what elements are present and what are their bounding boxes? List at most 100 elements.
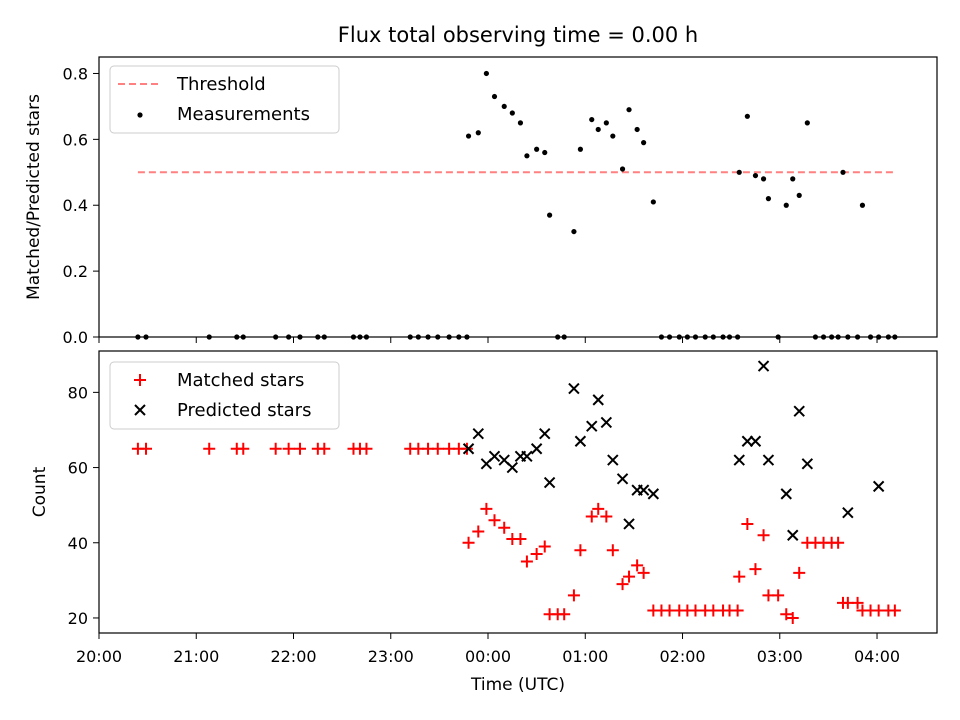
predicted-stars-point: [757, 360, 770, 372]
measurement-point: [796, 192, 802, 198]
predicted-stars-point: [586, 420, 598, 432]
predicted-stars-point: [623, 518, 635, 530]
matched-stars-point: [293, 442, 306, 455]
measurement-point: [804, 120, 810, 126]
ratio-y-tick-label: 0.4: [63, 196, 88, 215]
measurement-point: [610, 133, 616, 139]
matched-stars-point: [520, 555, 533, 568]
measurement-point: [483, 70, 489, 77]
legend-threshold-label: Threshold: [176, 74, 266, 95]
measurement-point: [765, 196, 772, 202]
predicted-stars-point: [506, 461, 519, 474]
measurement-point: [634, 126, 640, 133]
measurement-point: [589, 116, 595, 123]
x-tick-label: 04:00: [854, 647, 900, 666]
predicted-stars-point: [762, 454, 775, 466]
count-legend-frame: [109, 361, 340, 430]
matched-stars-point: [360, 442, 373, 455]
predicted-stars-point: [842, 506, 854, 519]
matched-stars-point: [600, 510, 613, 523]
matched-stars-point: [498, 521, 511, 534]
matched-stars-point: [780, 608, 793, 621]
ratio-legend: Threshold Measurements: [109, 65, 340, 134]
matched-stars-point: [282, 442, 295, 455]
matched-stars-point: [431, 442, 444, 455]
ratio-y-tick-label: 0.0: [63, 328, 88, 347]
predicted-stars-point: [543, 476, 556, 489]
predicted-stars-point: [749, 435, 762, 447]
ratio-axes-frame: [98, 56, 938, 338]
predicted-stars-point: [647, 488, 660, 500]
matched-stars-point: [514, 533, 527, 545]
matched-stars-point: [567, 589, 580, 602]
measurement-point: [840, 169, 846, 175]
measurement-point: [547, 212, 553, 218]
predicted-stars-point: [741, 435, 754, 447]
count-y-tick-label: 80: [68, 383, 88, 402]
measurement-point: [626, 107, 632, 113]
measurement-point: [603, 120, 609, 126]
measurement-point: [577, 146, 584, 152]
count-y-tick-label: 20: [68, 609, 88, 628]
count-y-tick-label: 40: [68, 534, 88, 553]
matched-stars-point: [203, 442, 216, 455]
matched-stars-point: [888, 604, 901, 617]
predicted-stars-point: [530, 443, 543, 455]
matched-stars-point: [749, 563, 762, 576]
matched-stars-point: [741, 517, 754, 530]
matched-stars-point: [269, 442, 282, 455]
predicted-stars-point: [787, 529, 799, 541]
matched-stars-point: [462, 536, 475, 549]
measurement-point: [542, 149, 548, 156]
count-legend: Matched stars Predicted stars: [109, 361, 340, 430]
matched-stars-point: [318, 442, 331, 455]
measurement-point: [619, 166, 626, 172]
predicted-stars-point: [872, 480, 885, 493]
ratio-y-tick-label: 0.2: [63, 262, 88, 281]
measurement-point: [509, 110, 515, 116]
x-tick-label: 00:00: [465, 647, 511, 666]
matched-stars-point: [140, 442, 153, 455]
matched-stars-point: [731, 604, 744, 617]
count-y-axis-label: Count: [30, 466, 50, 517]
predicted-stars-point: [600, 416, 613, 429]
measurement-point: [650, 199, 656, 205]
matched-stars-point: [460, 442, 473, 455]
measurement-point: [859, 202, 866, 208]
matched-stars-point: [558, 608, 571, 621]
count-panel: 20 40 60 80 20:00 21:00 22:00 23:00 00:00 01:00 02…: [30, 350, 938, 695]
predicted-stars-point: [793, 405, 805, 417]
ratio-y-tick-label: 0.8: [63, 64, 88, 83]
predicted-stars-point: [472, 428, 484, 440]
matched-stars-point: [488, 514, 501, 527]
matched-stars-point: [616, 578, 629, 591]
matched-stars-point: [237, 442, 250, 455]
matched-stars-point: [623, 570, 636, 583]
matched-stars-point: [757, 529, 770, 542]
matched-stars-point: [538, 540, 551, 553]
x-tick-label: 22:00: [270, 647, 316, 666]
ratio-panel: Flux total observing time = 0.00 h 0.00.…: [24, 23, 938, 347]
measurement-point: [517, 120, 524, 126]
measurement-point: [571, 228, 577, 235]
count-plot-area: [131, 360, 901, 624]
predicted-stars-point: [521, 450, 533, 462]
predicted-stars-point: [637, 484, 650, 496]
predicted-stars-point: [574, 435, 587, 447]
measurement-point: [641, 140, 647, 146]
x-tick-label: 02:00: [659, 647, 705, 666]
predicted-stars-point: [488, 450, 501, 462]
predicted-stars-point: [539, 428, 551, 440]
x-tick-label: 20:00: [76, 647, 122, 666]
matched-stars-point: [530, 548, 543, 561]
matched-stars-point: [733, 570, 746, 583]
measurement-point: [524, 153, 530, 159]
predicted-stars-point: [568, 382, 580, 395]
x-axis-label: Time (UTC): [470, 675, 565, 695]
matched-stars-point: [480, 502, 493, 515]
matched-stars-point: [851, 596, 864, 609]
measurement-point: [736, 169, 742, 175]
x-tick-label: 21:00: [173, 647, 219, 666]
count-y-tick-label: 60: [68, 459, 88, 478]
